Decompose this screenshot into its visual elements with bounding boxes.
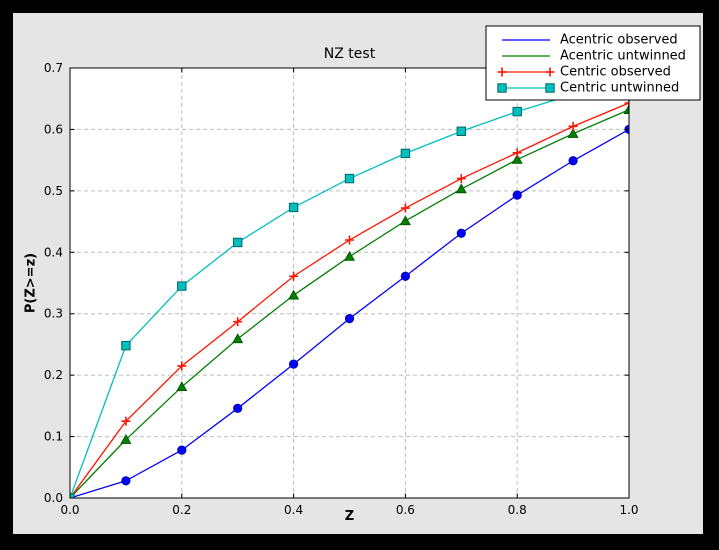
chart-title: NZ test [323,46,376,62]
legend-sample-marker [497,83,507,93]
y-tick-label: 0.3 [44,307,63,321]
y-tick-label: 0.1 [44,430,63,444]
series-acentric-untwinned [70,104,629,498]
x-tick-label: 0.0 [60,503,79,517]
marker-plus-centric-observed [177,361,187,371]
y-tick-label: 0.6 [44,122,63,136]
marker-circle-acentric-observed [288,359,299,369]
marker-plus-centric-observed [121,416,131,426]
marker-circle-acentric-observed [233,403,243,413]
marker-circle-acentric-observed [121,476,131,486]
legend-label: Centric untwinned [560,81,679,96]
marker-triangle-acentric-untwinned [288,289,300,300]
x-axis-label: Z [344,509,355,524]
axes-frame [69,67,630,499]
marker-triangle-acentric-untwinned [399,215,411,226]
marker-triangle-acentric-untwinned [455,183,467,194]
legend-label: Centric observed [560,65,671,80]
legend-label: Acentric untwinned [560,49,686,64]
marker-circle-acentric-observed [177,445,187,455]
legend-label: Acentric observed [560,33,678,48]
marker-circle-acentric-observed [568,156,578,166]
marker-triangle-acentric-untwinned [567,128,579,138]
x-tick-label: 1.0 [619,503,638,517]
y-tick-label: 0.5 [44,184,63,198]
marker-square-centric-untwinned [344,173,355,184]
marker-triangle-acentric-untwinned [120,434,132,444]
y-tick-label: 0.4 [44,245,63,259]
legend-sample-marker [545,67,555,77]
x-tick-label: 0.8 [508,503,527,517]
marker-triangle-acentric-untwinned [176,381,188,392]
marker-square-centric-untwinned [456,126,467,136]
y-tick-label: 0.7 [44,61,63,75]
marker-circle-acentric-observed [456,228,466,238]
y-axis-label: P(Z>=z) [23,252,39,314]
marker-plus-centric-observed [400,203,410,213]
marker-square-centric-untwinned [288,202,299,213]
legend-sample-marker [497,67,507,77]
marker-square-centric-untwinned [233,237,243,248]
marker-triangle-acentric-untwinned [232,333,244,344]
marker-square-centric-untwinned [177,281,187,291]
marker-square-centric-untwinned [400,148,411,159]
x-tick-label: 0.6 [396,503,415,517]
marker-square-centric-untwinned [121,340,131,351]
x-tick-label: 0.4 [284,503,303,517]
marker-circle-acentric-observed [344,314,355,324]
marker-plus-centric-observed [233,317,243,327]
marker-circle-acentric-observed [512,190,522,200]
legend-sample-marker [545,83,555,93]
marker-plus-centric-observed [568,121,578,131]
marker-plus-centric-observed [512,148,522,158]
x-tick-label: 0.2 [172,503,191,517]
y-tick-label: 0.0 [44,491,63,505]
marker-triangle-acentric-untwinned [623,104,629,114]
marker-plus-centric-observed [289,271,299,281]
plot-background [70,68,629,498]
marker-plus-centric-observed [456,174,466,184]
marker-circle-acentric-observed [400,271,410,281]
marker-triangle-acentric-untwinned [344,250,355,261]
marker-triangle-acentric-untwinned [511,153,523,164]
y-tick-label: 0.2 [44,368,63,382]
series-centric-observed [70,98,629,498]
marker-plus-centric-observed [345,235,354,245]
marker-plus-centric-observed [624,98,629,108]
marker-square-centric-untwinned [512,106,522,117]
